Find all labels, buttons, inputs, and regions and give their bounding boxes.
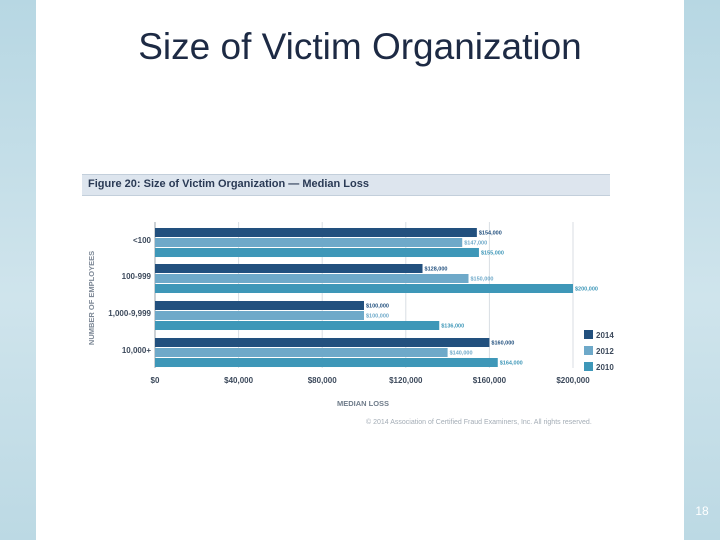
category-label: <100 (133, 236, 152, 245)
legend-label-2014: 2014 (596, 331, 614, 340)
x-tick-label: $160,000 (473, 376, 507, 385)
category-label: 100-999 (122, 272, 152, 281)
x-tick-label: $40,000 (224, 376, 253, 385)
copyright-notice: © 2014 Association of Certified Fraud Ex… (366, 419, 592, 426)
bar-2010 (155, 284, 573, 293)
bar-2014 (155, 338, 490, 347)
x-tick-label: $200,000 (556, 376, 590, 385)
bar-value-label: $154,000 (479, 231, 502, 237)
right-decorative-band (684, 0, 720, 540)
category-label: 10,000+ (122, 346, 151, 355)
x-tick-label: $80,000 (308, 376, 337, 385)
bar-value-label: $136,000 (441, 324, 464, 330)
legend-swatch-2014 (584, 330, 593, 339)
bar-value-label: $200,000 (575, 287, 598, 293)
x-axis-label: MEDIAN LOSS (337, 399, 389, 408)
bar-value-label: $160,000 (491, 341, 514, 347)
bar-2010 (155, 248, 479, 257)
legend-label-2012: 2012 (596, 347, 614, 356)
slide-title: Size of Victim Organization (138, 26, 582, 67)
bar-2014 (155, 264, 423, 273)
bar-2010 (155, 321, 440, 330)
x-tick-label: $120,000 (389, 376, 423, 385)
page-number: 18 (695, 504, 709, 518)
bar-2012 (155, 348, 448, 357)
bar-value-label: $147,000 (464, 241, 487, 247)
bar-2014 (155, 228, 477, 237)
bar-value-label: $164,000 (500, 361, 523, 367)
bar-value-label: $155,000 (481, 251, 504, 257)
legend-label-2010: 2010 (596, 363, 614, 372)
bar-2014 (155, 301, 364, 310)
figure-header: Figure 20: Size of Victim Organization —… (82, 174, 610, 196)
bar-value-label: $100,000 (366, 304, 389, 310)
bar-2012 (155, 311, 364, 320)
bar-value-label: $100,000 (366, 314, 389, 320)
bar-value-label: $140,000 (450, 351, 473, 357)
legend-swatch-2012 (584, 346, 593, 355)
x-tick-label: $0 (151, 376, 160, 385)
category-label: 1,000-9,999 (108, 309, 151, 318)
bar-2012 (155, 238, 463, 247)
bar-value-label: $150,000 (471, 277, 494, 283)
bar-value-label: $128,000 (425, 267, 448, 273)
legend-swatch-2010 (584, 362, 593, 371)
left-decorative-band (0, 0, 36, 540)
y-axis-label: NUMBER OF EMPLOYEES (87, 251, 96, 345)
bar-2010 (155, 358, 498, 367)
bar-2012 (155, 274, 469, 283)
figure-title: Figure 20: Size of Victim Organization —… (88, 178, 369, 190)
